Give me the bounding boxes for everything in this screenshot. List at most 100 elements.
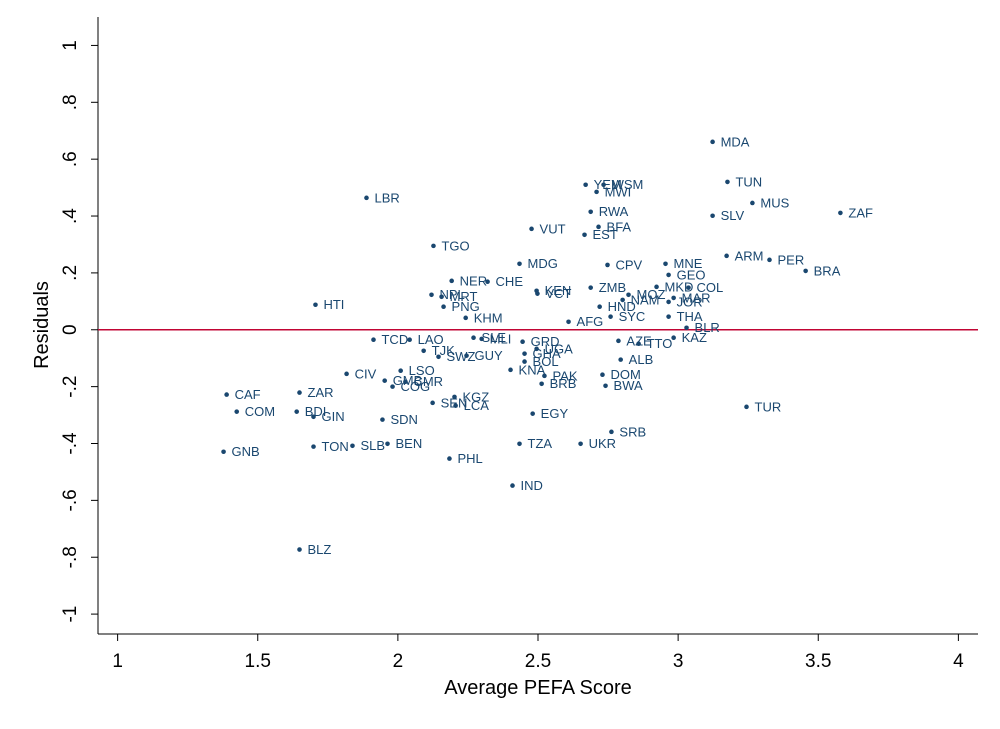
point-label: WSM <box>612 177 644 192</box>
point-label: TCD <box>381 332 408 347</box>
point-label: ZMB <box>599 280 626 295</box>
point-label: SYC <box>619 309 646 324</box>
point <box>594 189 599 195</box>
point-label: KEN <box>545 283 572 298</box>
point-label: GHA <box>533 346 562 361</box>
point <box>767 257 772 263</box>
x-tick-label: 2 <box>393 651 404 672</box>
point <box>380 417 385 422</box>
point <box>710 139 715 145</box>
point <box>724 253 729 259</box>
point <box>666 272 671 278</box>
point-label: GMB <box>393 373 423 388</box>
point-label: AZE <box>626 333 652 348</box>
point <box>596 224 601 230</box>
point <box>520 339 525 345</box>
point <box>618 357 623 362</box>
point <box>671 295 676 301</box>
point <box>603 383 608 389</box>
point <box>234 409 240 414</box>
point <box>666 314 671 319</box>
point <box>221 449 226 455</box>
point <box>803 268 808 274</box>
point-label: BLZ <box>308 542 332 557</box>
point <box>224 392 229 397</box>
point <box>588 209 593 215</box>
point <box>530 411 535 416</box>
y-tick-label: .2 <box>60 265 81 281</box>
point <box>350 443 355 449</box>
point-label: MDG <box>528 256 558 271</box>
point <box>297 547 302 552</box>
point-label: HTI <box>323 297 344 312</box>
point <box>421 348 426 354</box>
point-label: SLE <box>482 330 507 345</box>
point-label: SWZ <box>447 349 476 364</box>
point-label: SDN <box>390 412 417 427</box>
point-label: MAR <box>682 290 711 305</box>
point <box>449 278 454 284</box>
point-label: ALB <box>629 352 654 367</box>
point-label: MRT <box>450 289 478 304</box>
y-tick-label: .8 <box>60 94 81 110</box>
point-label: GNB <box>232 444 260 459</box>
point <box>439 294 444 300</box>
point-label: NPL <box>440 287 465 302</box>
point-label: HND <box>608 299 636 314</box>
point-label: AFG <box>577 314 604 329</box>
point-label: COG <box>401 379 431 394</box>
point-label: BDI <box>305 404 327 419</box>
point-label: BFA <box>607 219 632 234</box>
y-tick-label: 0 <box>60 324 81 335</box>
point-label: MNE <box>674 256 703 271</box>
point <box>542 373 547 379</box>
point <box>534 346 539 352</box>
point <box>583 182 588 188</box>
point-label: TON <box>322 439 349 454</box>
point <box>390 384 395 389</box>
point <box>311 414 316 420</box>
point <box>452 394 457 400</box>
point <box>597 304 602 310</box>
point <box>620 297 625 303</box>
point-label: CHE <box>496 274 524 289</box>
y-tick-label: -.8 <box>60 546 81 568</box>
point <box>385 441 390 447</box>
point <box>601 182 606 188</box>
point-label: BOL <box>533 354 559 369</box>
point-label: PER <box>777 252 804 267</box>
point-label: JOR <box>677 294 703 309</box>
point-label: TUR <box>755 399 782 414</box>
point-label: SLV <box>721 208 745 223</box>
point <box>588 285 593 290</box>
point-label: YEM <box>594 177 622 192</box>
point-label: CIV <box>355 366 377 381</box>
point-label: SEN <box>441 395 468 410</box>
point <box>609 429 614 435</box>
y-tick-label: 1 <box>60 40 81 51</box>
point <box>686 285 691 290</box>
point <box>429 292 434 298</box>
point-label: KGZ <box>462 389 489 404</box>
x-tick-label: 1.5 <box>245 651 271 672</box>
point-label: ZAR <box>308 385 334 400</box>
point <box>750 200 755 206</box>
point-label: PNG <box>452 299 480 314</box>
plot-area <box>98 17 978 634</box>
point <box>578 441 583 447</box>
point-label: SRB <box>619 424 646 439</box>
point <box>566 319 571 325</box>
point <box>398 368 403 374</box>
point-label: EGY <box>541 406 569 421</box>
point-label: NER <box>460 273 487 288</box>
point-label: SLB <box>360 438 385 453</box>
point-label: PHL <box>457 451 482 466</box>
point-label: DOM <box>610 367 640 382</box>
point-label: ARM <box>735 248 764 263</box>
point-label: TJK <box>432 343 455 358</box>
point <box>600 372 605 377</box>
point-label: VUT <box>540 221 566 236</box>
point-label: GEO <box>677 267 706 282</box>
x-axis-title: Average PEFA Score <box>444 677 632 699</box>
